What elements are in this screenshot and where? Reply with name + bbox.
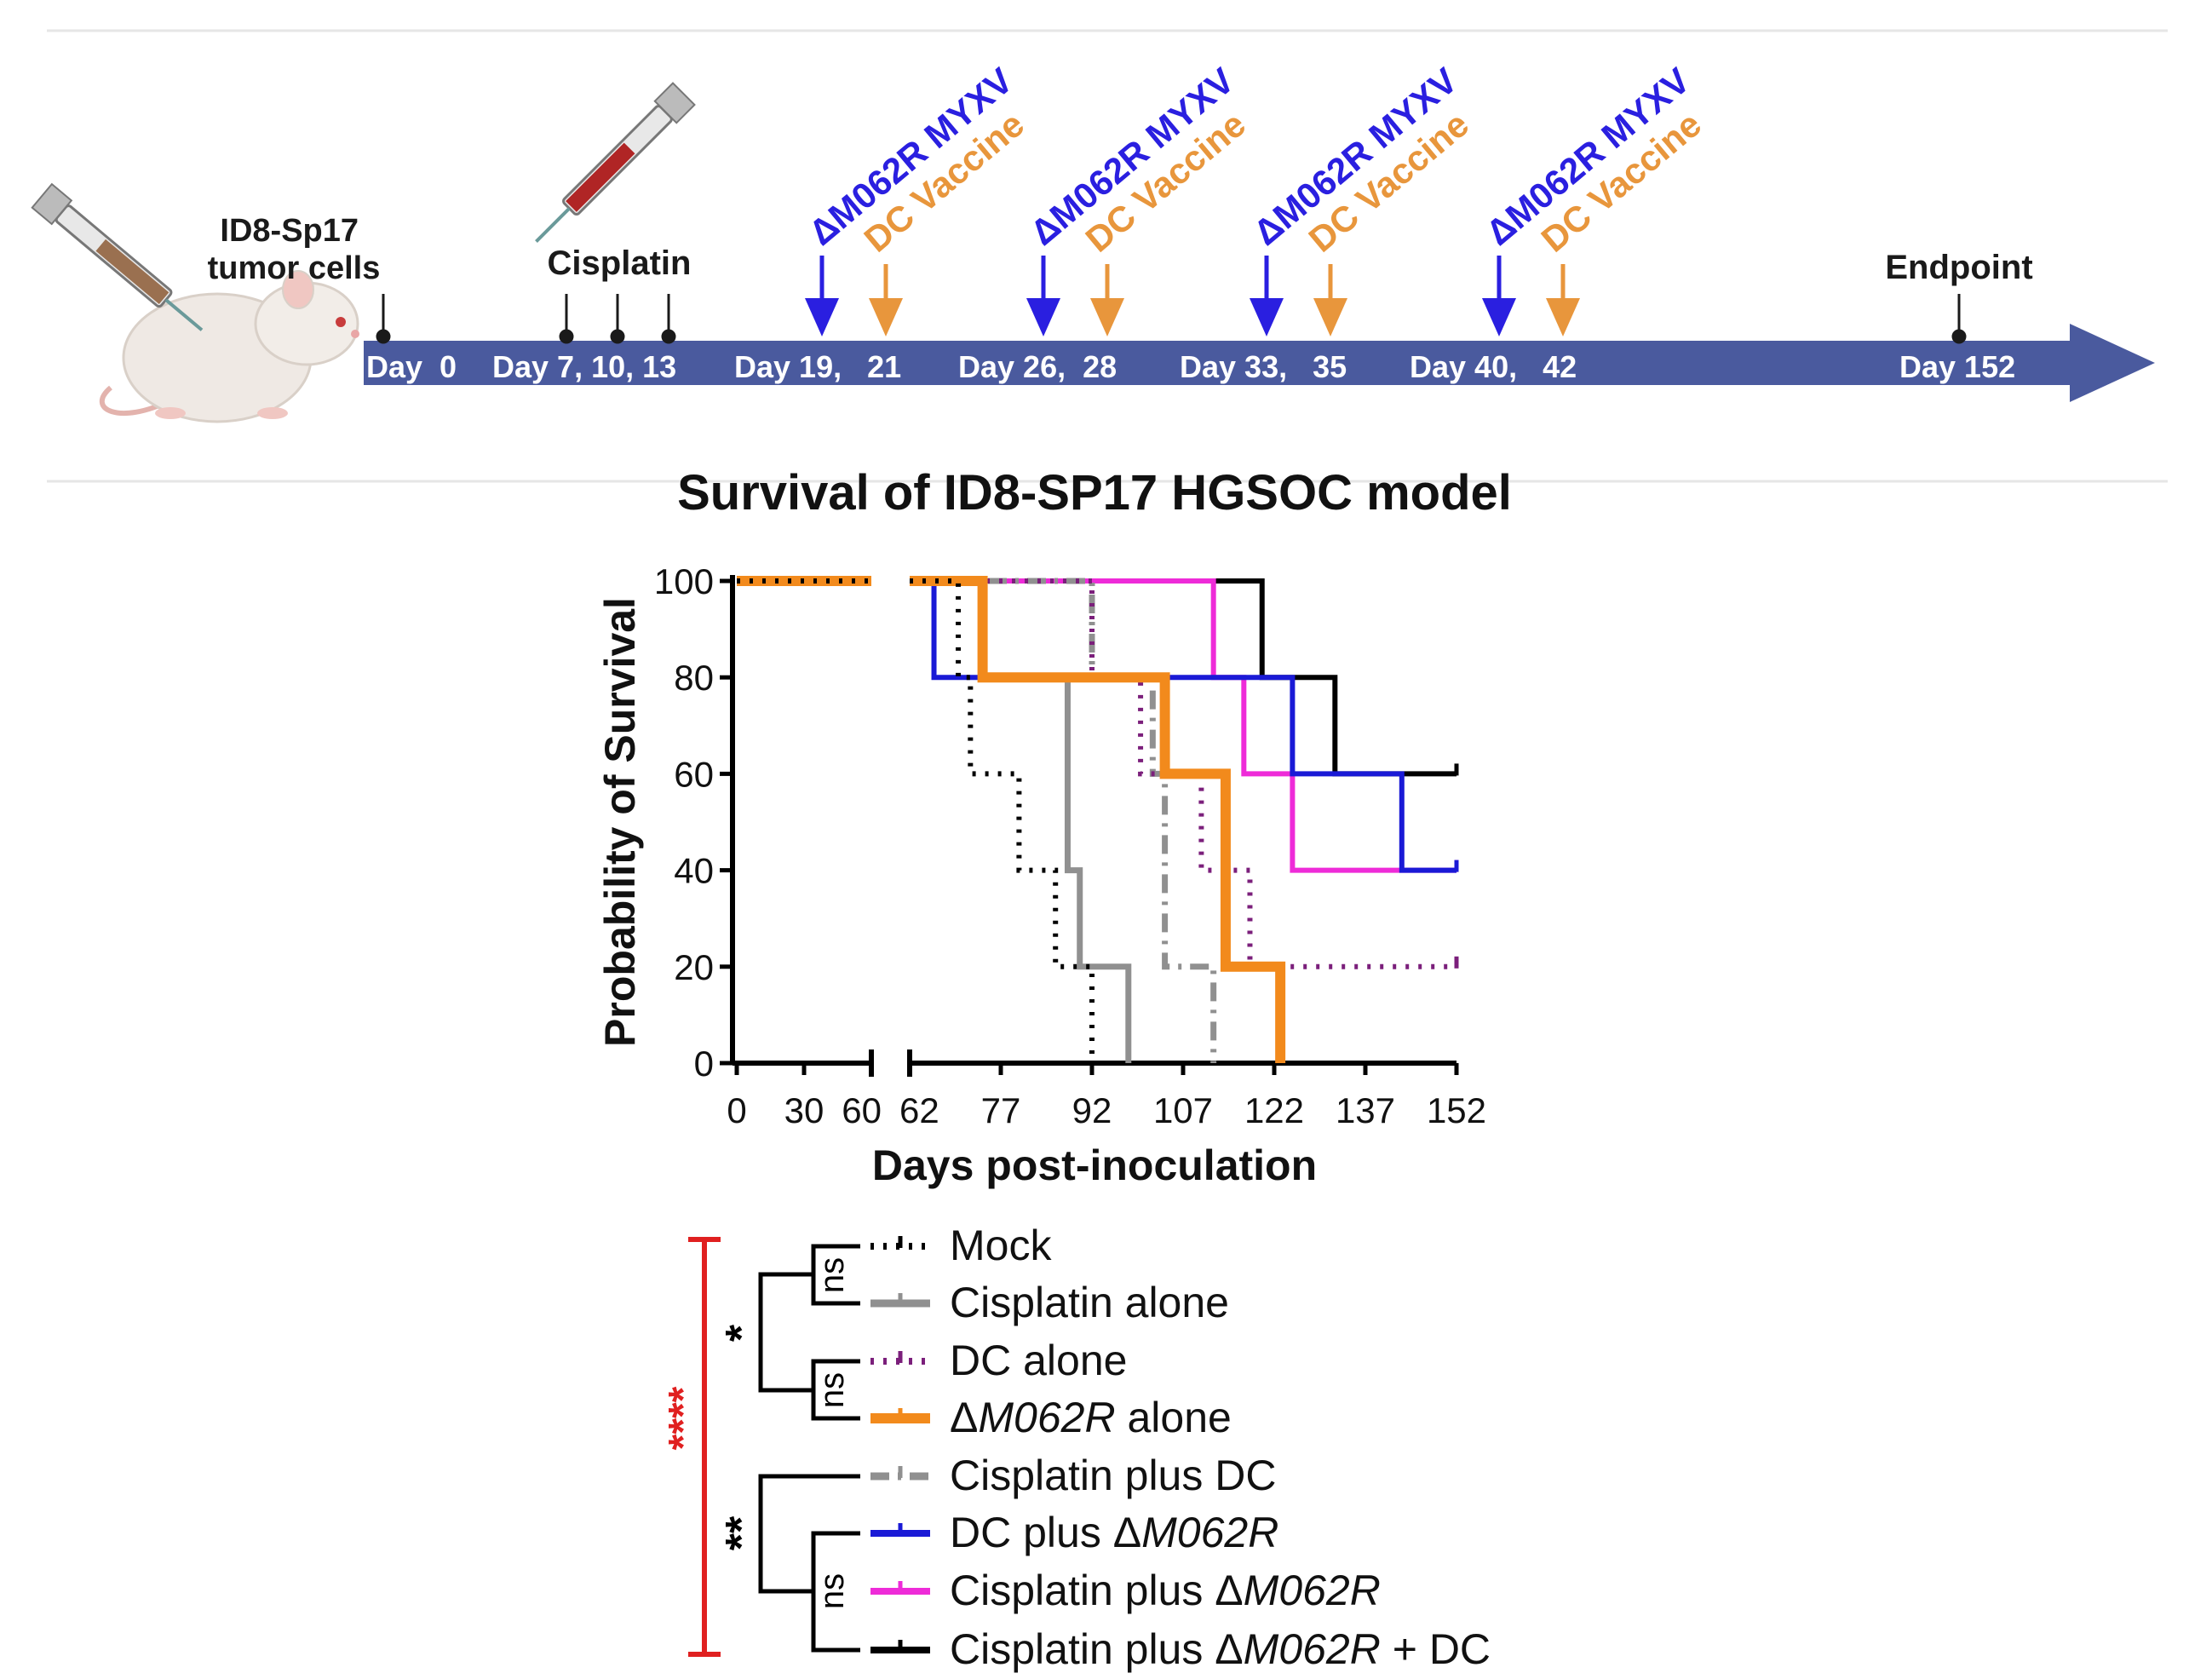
virus-arrow-1	[1026, 298, 1060, 336]
x-tick-label-6: 107	[1153, 1090, 1213, 1130]
overall-bracket	[688, 1237, 721, 1657]
y-axis-label: Probability of Survival	[596, 597, 644, 1047]
virus-arrow-3	[1482, 298, 1516, 336]
timeline-pins	[376, 294, 1967, 344]
day-label-2: Day 19, 21	[734, 349, 901, 384]
day-label-5: Day 40, 42	[1410, 349, 1577, 384]
vaccine-arrow-0	[869, 298, 903, 336]
x-tick-label-9: 152	[1427, 1090, 1486, 1130]
syringe-cisplatin-icon	[535, 82, 696, 243]
x-tick-label-4: 77	[981, 1090, 1021, 1130]
tumor-label-line2: tumor cells	[208, 250, 381, 286]
virus-arrow-2	[1250, 298, 1284, 336]
chart-title: Survival of ID8-SP17 HGSOC model	[677, 465, 1512, 520]
legend-label-3: ΔM062R alone	[950, 1394, 1232, 1441]
timeline-bar	[364, 341, 2076, 385]
y-tick-label-3: 60	[674, 754, 714, 794]
legend-label-2: DC alone	[950, 1337, 1127, 1384]
legend-label-6: Cisplatin plus ΔM062R	[950, 1567, 1381, 1614]
legend-label-7: Cisplatin plus ΔM062R + DC	[950, 1625, 1491, 1673]
day-label-3: Day 26, 28	[958, 349, 1117, 384]
legend: **** * ** ns ns ns Mock Cisplatin alone DC…	[661, 1222, 1491, 1673]
x-tick-label-1: 30	[784, 1090, 824, 1130]
x-tick-label-2: 60	[842, 1090, 882, 1130]
x-tick-label-3: 62	[899, 1090, 939, 1130]
sig-ns-2: ns	[813, 1372, 851, 1408]
series-line-1	[910, 578, 1132, 1063]
series-line-6	[910, 578, 1456, 873]
tumor-label-line1: ID8-Sp17	[220, 213, 359, 249]
x-tick-label-8: 137	[1336, 1090, 1395, 1130]
day-label-0: Day 0	[366, 349, 457, 384]
legend-label-0: Mock	[950, 1222, 1052, 1269]
sig-ns-3: ns	[813, 1573, 851, 1609]
x-tick-label-7: 122	[1244, 1090, 1304, 1130]
endpoint-label: Endpoint	[1885, 249, 2032, 286]
y-tick-label-1: 20	[674, 947, 714, 987]
legend-label-1: Cisplatin alone	[950, 1279, 1229, 1326]
survival-chart: Survival of ID8-SP17 HGSOC model Probabi…	[596, 465, 1512, 1189]
y-tick-label-4: 80	[674, 658, 714, 698]
cisplatin-label: Cisplatin	[548, 244, 692, 282]
legend-label-4: Cisplatin plus DC	[950, 1452, 1276, 1499]
vaccine-arrow-1	[1090, 298, 1124, 336]
day-label-4: Day 33, 35	[1180, 349, 1347, 384]
series-line-2	[910, 578, 1456, 969]
y-tick-label-0: 0	[694, 1044, 714, 1084]
day-label-6: Day 152	[1899, 349, 2015, 384]
timeline-arrowhead	[2070, 324, 2155, 402]
x-ticks: 0 30 60 62 77 92 107 122 137 152	[727, 1063, 1486, 1130]
y-ticks: 0 20 40 60 80 100	[654, 561, 733, 1084]
mouse-illustration	[99, 270, 359, 423]
series-line-3	[910, 576, 1286, 1063]
vaccine-arrow-3	[1546, 298, 1580, 336]
significance-brackets	[758, 1244, 860, 1653]
sig-single: *	[717, 1324, 767, 1342]
virus-arrow-0	[805, 298, 839, 336]
day-label-1: Day 7, 10, 13	[492, 349, 676, 384]
sig-overall: ****	[661, 1386, 706, 1450]
vaccine-arrow-2	[1313, 298, 1347, 336]
x-tick-label-5: 92	[1072, 1090, 1112, 1130]
x-axis-label: Days post-inoculation	[872, 1141, 1317, 1189]
y-tick-label-2: 40	[674, 851, 714, 891]
series-line-4	[910, 578, 1217, 1063]
x-tick-label-0: 0	[727, 1090, 746, 1130]
sig-ns-1: ns	[813, 1257, 851, 1293]
legend-label-5: DC plus ΔM062R	[950, 1509, 1278, 1556]
timeline: Day 0 Day 7, 10, 13 Day 19, 21 Day 26, 2…	[31, 60, 2155, 423]
series-lines	[737, 576, 1459, 1063]
series-line-0	[910, 578, 1095, 1063]
syringe-tumor-icon	[31, 182, 204, 331]
y-tick-label-5: 100	[654, 561, 714, 601]
tumor-label: ID8-Sp17 tumor cells	[208, 213, 381, 286]
series-line-5	[910, 578, 1456, 873]
sig-combo: **	[717, 1515, 767, 1550]
legend-entries: Mock Cisplatin alone DC alone ΔM062R alone C…	[870, 1222, 1491, 1673]
